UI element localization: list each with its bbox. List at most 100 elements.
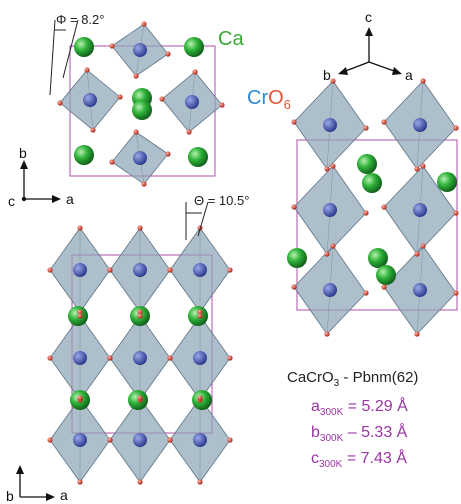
oxygen-atom xyxy=(165,51,171,57)
param-relation: – xyxy=(347,424,357,441)
oxygen-atom xyxy=(109,43,115,49)
cr-atom xyxy=(83,93,97,107)
theta-angle-label: Θ = 10.5° xyxy=(194,193,249,208)
oxygen-atom xyxy=(165,151,171,157)
oxygen-atom xyxy=(330,78,336,84)
oxygen-atom xyxy=(381,119,387,125)
o-legend-label: O xyxy=(268,87,284,109)
ca-atom xyxy=(74,145,94,165)
oxygen-atom xyxy=(291,119,297,125)
cr-atom xyxy=(413,203,427,217)
oxygen-atom xyxy=(186,129,192,135)
oxygen-atom xyxy=(420,163,426,169)
cro6-legend-label: CrO6 xyxy=(247,87,291,112)
lattice-param-b: b300K – 5.33 Å xyxy=(311,424,407,444)
oxygen-atom xyxy=(133,73,139,79)
oxygen-atom xyxy=(197,479,203,485)
oxygen-atom xyxy=(414,331,420,337)
cr-atom xyxy=(193,433,207,447)
cr-atom xyxy=(133,151,147,165)
ca-atom xyxy=(188,147,208,167)
cr-atom xyxy=(133,43,147,57)
cr-atom xyxy=(185,95,199,109)
oxygen-atom xyxy=(137,309,143,315)
oxygen-atom xyxy=(159,96,165,102)
oxygen-atom xyxy=(77,313,83,319)
oxygen-atom xyxy=(453,125,459,131)
formula-base: CaCrO xyxy=(287,369,334,386)
param-axis: c xyxy=(311,450,319,467)
ca-atom xyxy=(287,248,307,268)
oxygen-atom xyxy=(141,181,147,187)
cr-atom xyxy=(323,118,337,132)
ca-atom xyxy=(357,154,377,174)
axis-c-top: c xyxy=(8,193,15,209)
cr-atoms xyxy=(73,43,427,447)
oxygen-atom xyxy=(453,210,459,216)
cr-atom xyxy=(413,118,427,132)
unit-cell-edge xyxy=(296,139,458,311)
ca-atoms xyxy=(68,37,457,410)
ca-atom xyxy=(184,37,204,57)
oxygen-atom xyxy=(107,355,113,361)
axes-right-view xyxy=(338,27,402,75)
oxygen-atom xyxy=(57,100,63,106)
oxygen-atom xyxy=(324,331,330,337)
lattice-param-a: a300K = 5.29 Å xyxy=(311,398,408,418)
oxygen-atom xyxy=(47,437,53,443)
cr-atom xyxy=(323,203,337,217)
param-axis: a xyxy=(311,398,320,415)
ca-atom xyxy=(132,100,152,120)
formula-subscript: 3 xyxy=(333,378,340,389)
axis-a-bottom: a xyxy=(60,487,68,503)
oxygen-atom xyxy=(330,163,336,169)
oxygen-atom xyxy=(77,309,83,315)
ca-atom xyxy=(362,173,382,193)
oxygen-atom xyxy=(47,355,53,361)
oxygen-atom xyxy=(291,284,297,290)
oxygen-atom xyxy=(141,21,147,27)
param-relation: = xyxy=(347,398,358,415)
param-value: 5.29 Å xyxy=(361,398,408,415)
axis-a-top: a xyxy=(66,191,74,207)
oxygen-atom xyxy=(167,355,173,361)
oxygen-atom xyxy=(197,313,203,319)
axis-c-right: c xyxy=(365,9,372,25)
cr-atom xyxy=(73,263,87,277)
ca-atom xyxy=(368,248,388,268)
axes-bottom-view xyxy=(16,465,55,501)
oxygen-atom xyxy=(363,125,369,131)
param-condition: 300K xyxy=(319,433,344,445)
oxygen-atom xyxy=(84,67,90,73)
cr-atom xyxy=(133,263,147,277)
ca-legend-label: Ca xyxy=(218,28,244,50)
oxygen-atom xyxy=(107,267,113,273)
oxygen-atom xyxy=(77,479,83,485)
param-relation: = xyxy=(346,450,357,467)
axis-b-right: b xyxy=(323,67,331,83)
space-group: - Pbnm(62) xyxy=(339,369,419,386)
oxygen-atom xyxy=(192,69,198,75)
oxygen-atom xyxy=(133,129,139,135)
cr-atom xyxy=(133,351,147,365)
oxygen-atom xyxy=(330,243,336,249)
o-legend-subscript: 6 xyxy=(283,97,291,112)
cr-atom xyxy=(133,433,147,447)
param-axis: b xyxy=(311,424,320,441)
oxygen-atom xyxy=(137,313,143,319)
oxygen-atom xyxy=(324,166,330,172)
cr-atom xyxy=(193,263,207,277)
ca-atom xyxy=(74,37,94,57)
oxygen-atom xyxy=(453,290,459,296)
oxygen-atom xyxy=(227,355,233,361)
phi-angle-marker xyxy=(49,19,79,96)
oxygen-atom xyxy=(197,395,203,401)
oxygen-atom xyxy=(381,284,387,290)
cr-atom xyxy=(73,433,87,447)
oxygen-atom xyxy=(90,127,96,133)
theta-angle-marker xyxy=(185,201,209,240)
ca-atom xyxy=(437,172,457,192)
oxygen-atom xyxy=(414,166,420,172)
phi-angle-label: Φ = 8.2° xyxy=(56,12,104,27)
oxygen-atom xyxy=(291,204,297,210)
